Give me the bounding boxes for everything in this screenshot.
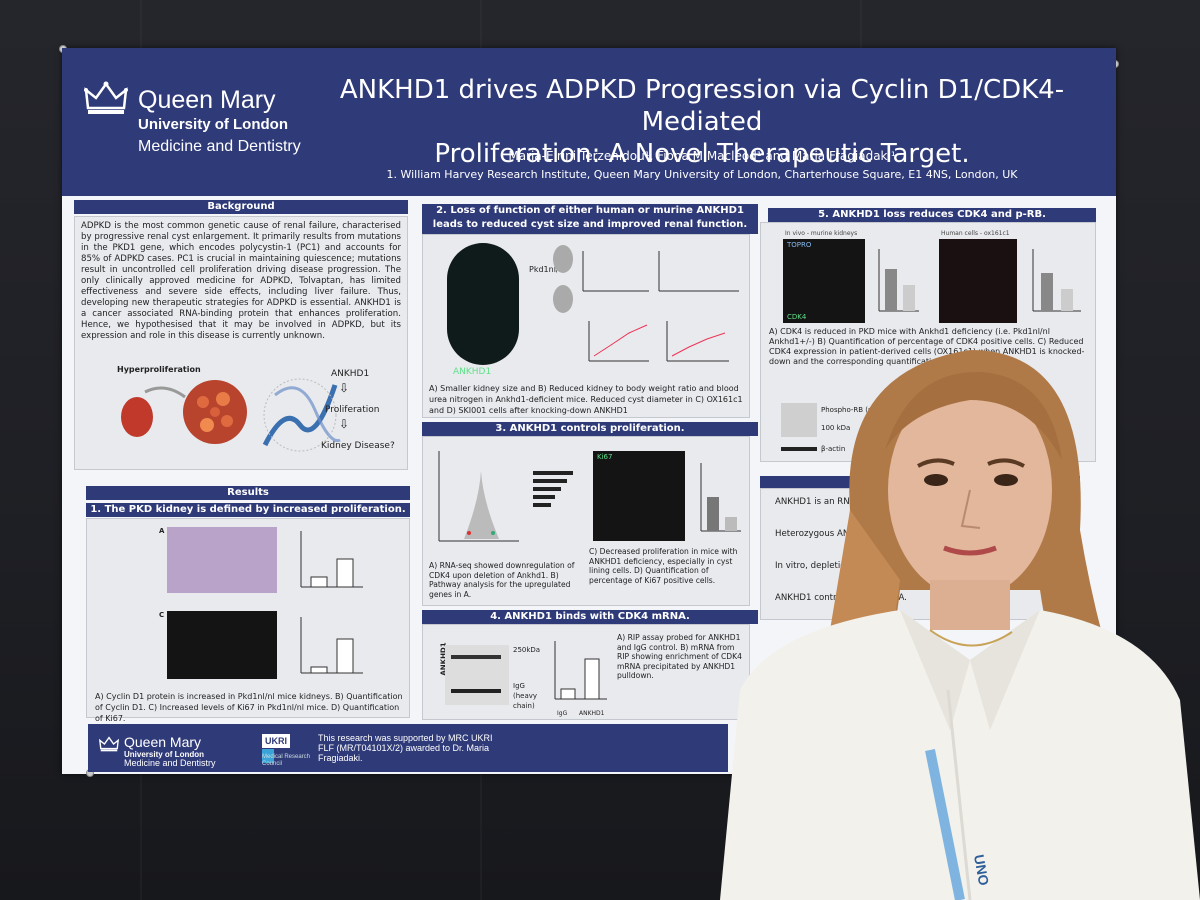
section-3-panel: Ki67 A) RNA-seq showed downregulation of… bbox=[422, 436, 750, 606]
results-heading: Results bbox=[86, 486, 410, 500]
footer-institution-sub: University of London bbox=[124, 750, 204, 759]
funding-statement: This research was supported by MRC UKRI … bbox=[318, 733, 493, 763]
x-label-igg: IgG bbox=[557, 710, 568, 717]
actin-band bbox=[781, 447, 817, 451]
topro-label: TOPRO bbox=[787, 241, 812, 249]
ki67-quantification-chart bbox=[700, 463, 741, 532]
blot-band bbox=[451, 689, 501, 693]
igg-label: IgG (heavy chain) bbox=[513, 682, 538, 710]
cdk4-murine-chart bbox=[878, 249, 919, 312]
ki67-micrograph bbox=[167, 611, 277, 679]
pkd-label: Pkd1nl/nl bbox=[529, 265, 566, 274]
crown-icon bbox=[98, 736, 120, 752]
section-5-caption: A) CDK4 is reduced in PKD mice with Ankh… bbox=[769, 327, 1085, 366]
flow-step-2: Proliferation bbox=[325, 405, 380, 415]
mrc-mark bbox=[262, 749, 274, 763]
section-5-heading: 5. ANKHD1 loss reduces CDK4 and p-RB. bbox=[768, 208, 1096, 222]
poster-header: Queen Mary University of London Medicine… bbox=[62, 48, 1116, 196]
section-2-panel: ANKHD1 Pkd1nl/nl A) Smaller kidney size … bbox=[422, 234, 750, 418]
cdk4-label: CDK4 bbox=[787, 313, 807, 321]
ukri-mark: UKRI bbox=[262, 734, 290, 748]
title-line-1: ANKHD1 drives ADPKD Progression via Cycl… bbox=[339, 75, 1065, 137]
footer-department: Medicine and Dentistry bbox=[124, 758, 216, 768]
poster-title: ANKHD1 drives ADPKD Progression via Cycl… bbox=[302, 74, 1102, 170]
flow-step-1: ANKHD1 bbox=[331, 369, 370, 379]
in-vivo-label: In vivo - murine kidneys bbox=[785, 230, 858, 237]
section-4-heading: 4. ANKHD1 binds with CDK4 mRNA. bbox=[422, 610, 758, 624]
panel-a-letter: A bbox=[159, 527, 165, 535]
section-3-caption-left: A) RNA-seq showed downregulation of CDK4… bbox=[429, 561, 575, 599]
affiliation: 1. William Harvey Research Institute, Qu… bbox=[386, 168, 1018, 181]
section-1-panel: A C A) Cyclin D1 protein is increased in… bbox=[86, 518, 410, 723]
ki67-immunostain bbox=[593, 451, 685, 541]
ankhd1-stain-label: ANKHD1 bbox=[453, 367, 492, 377]
human-cells-label: Human cells - ox161c1 bbox=[941, 230, 1010, 237]
kda-label: 250kDa bbox=[513, 646, 541, 654]
section-1-heading: 1. The PKD kidney is defined by increase… bbox=[86, 503, 410, 517]
ki67-bar-chart bbox=[300, 617, 363, 674]
protein-structure-illustration bbox=[262, 378, 341, 452]
section-4-caption: A) RIP assay probed for ANKHD1 and IgG c… bbox=[617, 633, 742, 680]
section-2-heading: 2. Loss of function of either human or m… bbox=[422, 204, 758, 234]
cdk4-human-chart bbox=[1032, 249, 1081, 312]
institution-name: Queen Mary bbox=[138, 86, 276, 114]
mrc-label: Medical Research Council bbox=[262, 754, 311, 767]
kidney-micrograph bbox=[447, 243, 519, 365]
footer-institution: Queen Mary bbox=[124, 734, 202, 750]
arrow-down-icon: ⇩ bbox=[339, 381, 350, 395]
panel-c-letter: C bbox=[159, 611, 165, 619]
ukri-logo: UKRI bbox=[262, 731, 306, 763]
actin-label: β-actin bbox=[821, 445, 846, 453]
section-4-panel: ANKHD1 250kDa IgG (heavy chain) IgG ANKH… bbox=[422, 624, 750, 720]
cyclin-d1-bar-chart bbox=[300, 531, 363, 588]
section-3-caption-right: C) Decreased proliferation in mice with … bbox=[589, 547, 738, 585]
phospho-rb-label: Phospho-RB (ser807/811) bbox=[821, 406, 911, 414]
title-line-2: Proliferation: A Novel Therapeutic Targe… bbox=[434, 139, 970, 169]
cdk4-murine-stain bbox=[783, 239, 865, 323]
section-2-charts bbox=[553, 245, 739, 362]
section-2-caption: A) Smaller kidney size and B) Reduced ki… bbox=[429, 384, 743, 415]
cyclin-d1-micrograph bbox=[167, 527, 277, 593]
poster-footer: Queen Mary University of London Medicine… bbox=[88, 724, 728, 772]
hyperproliferation-label: Hyperproliferation bbox=[117, 365, 201, 374]
cdk4-human-stain bbox=[939, 239, 1017, 323]
rip-western-blot bbox=[445, 645, 509, 705]
department: Medicine and Dentistry bbox=[138, 138, 301, 155]
cdk4-rip-bar-chart bbox=[554, 641, 607, 700]
volcano-plot bbox=[438, 451, 573, 542]
presenter-photo bbox=[720, 350, 1200, 900]
institution-subtitle: University of London bbox=[138, 116, 288, 133]
blot-band bbox=[451, 655, 501, 659]
arrow-down-icon: ⇩ bbox=[339, 417, 350, 431]
x-label-ankhd1: ANKHD1 bbox=[579, 710, 605, 717]
authors: Maria-Eirini Terzenidou¹, Fiona M Macleo… bbox=[508, 149, 896, 163]
background-panel: ADPKD is the most common genetic cause o… bbox=[74, 216, 408, 470]
phospho-rb-blot bbox=[781, 403, 817, 437]
section-1-caption: A) Cyclin D1 protein is increased in Pkd… bbox=[95, 692, 403, 723]
background-text: ADPKD is the most common genetic cause o… bbox=[81, 221, 401, 341]
flow-step-3: Kidney Disease? bbox=[321, 441, 395, 451]
kidney-illustration bbox=[121, 380, 247, 444]
ki67-label: Ki67 bbox=[597, 453, 613, 461]
crown-icon bbox=[84, 81, 128, 114]
background-heading: Background bbox=[74, 200, 408, 214]
blot-kda-label: 100 kDa bbox=[821, 424, 851, 432]
section-3-heading: 3. ANKHD1 controls proliferation. bbox=[422, 422, 758, 436]
